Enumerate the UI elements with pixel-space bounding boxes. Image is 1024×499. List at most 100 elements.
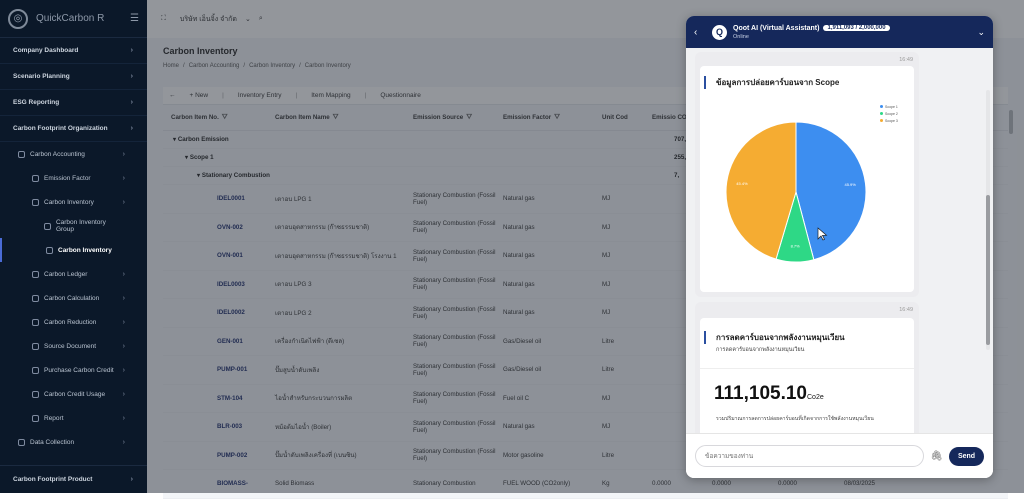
pie-card: ข้อมูลการปล่อยคาร์บอนจาก Scope 45.9% 8.7%… (700, 66, 914, 292)
sidebar-item-label: Carbon Ledger (44, 270, 88, 278)
send-button[interactable]: Send (949, 446, 984, 466)
mouse-cursor-icon (817, 227, 828, 241)
sidebar-item[interactable]: Carbon Reduction › (0, 310, 147, 334)
value-number: 111,105.10 (714, 383, 807, 404)
pie-slice-3[interactable] (725, 121, 797, 260)
chat-message: 16:49 ข้อมูลการปล่อยคาร์บอนจาก Scope 45.… (695, 52, 919, 297)
sidebar-item-label: Purchase Carbon Credit (44, 366, 114, 374)
reduction-title: การลดคาร์บอนจากพลังงานหมุนเวียน (704, 331, 914, 344)
sidebar-item[interactable]: Carbon Inventory Group (0, 214, 147, 238)
legend-label: Scope 1 (885, 105, 898, 109)
pie-data-label: 45.4% (736, 181, 748, 186)
sidebar-item-label: Source Document (44, 342, 97, 350)
sidebar-item[interactable]: Data Collection › (0, 430, 147, 454)
sidebar-item[interactable]: Carbon Credit Usage › (0, 382, 147, 406)
pie-title: ข้อมูลการปล่อยคาร์บอนจาก Scope (704, 75, 839, 89)
chevron-right-icon: › (130, 476, 133, 483)
item-icon (32, 414, 39, 422)
pie-chart: 45.9% 8.7% 45.4% (725, 121, 867, 263)
item-icon (32, 294, 39, 302)
sidebar-item-label: Carbon Footprint Product (13, 476, 93, 483)
pie-slice-1[interactable] (795, 121, 867, 261)
item-icon (18, 150, 25, 158)
pie-data-label: 45.9% (844, 182, 856, 187)
page-scrollbar[interactable] (1009, 110, 1015, 320)
legend-dot (880, 105, 883, 108)
legend-dot (880, 119, 883, 122)
minimize-icon[interactable]: ⌄ (977, 26, 985, 37)
sidebar-item-label: Report (44, 414, 64, 422)
back-icon[interactable]: ‹ (694, 26, 698, 38)
sidebar-item[interactable]: Carbon Ledger › (0, 262, 147, 286)
sidebar-item[interactable]: Carbon Calculation › (0, 286, 147, 310)
chevron-icon: › (122, 294, 125, 302)
sidebar-item[interactable]: Emission Factor › (0, 166, 147, 190)
chat-panel: ‹ Q Qoot AI (Virtual Assistant) 1,911,093… (686, 16, 993, 478)
chat-message: 16:49 การลดคาร์บอนจากพลังงานหมุนเวียน กา… (695, 302, 919, 442)
sidebar-item-label: Carbon Reduction (44, 318, 97, 326)
sidebar-item-label: Carbon Credit Usage (44, 390, 106, 398)
chevron-icon: › (122, 414, 125, 422)
chevron-right-icon: › (130, 73, 133, 80)
sidebar-item-label: Data Collection (30, 438, 75, 446)
chart-legend: Scope 1 Scope 2 Scope 3 (880, 104, 898, 125)
chevron-icon: › (122, 342, 125, 350)
chat-scrollbar[interactable] (986, 90, 990, 350)
chevron-icon: › (122, 174, 125, 182)
reduction-subtitle: การลดคาร์บอนจากพลังงานหมุนเวียน (716, 347, 805, 353)
item-icon (32, 198, 39, 206)
sidebar-item-label: Emission Factor (44, 174, 91, 182)
sidebar-item[interactable]: Carbon Inventory (0, 238, 147, 262)
sidebar-item[interactable]: Source Document › (0, 334, 147, 358)
legend-item[interactable]: Scope 2 (880, 111, 898, 118)
chevron-icon: › (122, 390, 125, 398)
menu-icon[interactable]: ☰ (130, 13, 139, 24)
pie-data-label: 8.7% (791, 244, 801, 249)
item-icon (32, 366, 39, 374)
item-icon (44, 222, 51, 230)
sidebar-item[interactable]: Carbon Accounting › (0, 142, 147, 166)
online-status: Online (733, 33, 749, 40)
sidebar-item[interactable]: Report › (0, 406, 147, 430)
sidebar-section[interactable]: Carbon Footprint Organization › (0, 116, 147, 142)
item-icon (32, 390, 39, 398)
legend-dot (880, 112, 883, 115)
sidebar-item[interactable]: Carbon Inventory › (0, 190, 147, 214)
chevron-icon: › (122, 366, 125, 374)
item-icon (32, 270, 39, 278)
sidebar-item-label: Carbon Inventory Group (55, 219, 106, 233)
sidebar-section-label: ESG Reporting (13, 99, 60, 106)
chevron-icon: › (122, 438, 125, 446)
sidebar-item-label: Carbon Inventory (58, 246, 112, 254)
sidebar-section-label: Company Dashboard (13, 47, 79, 54)
chevron-right-icon: › (130, 47, 133, 54)
sidebar-item-label: Carbon Accounting (30, 150, 85, 158)
sidebar: ◎ QuickCarbon R ☰ Company Dashboard › Scen… (0, 0, 147, 493)
chevron-icon: › (122, 318, 125, 326)
item-icon (32, 342, 39, 350)
item-icon (18, 438, 25, 446)
reduction-value: 111,105.10Co2e (700, 383, 914, 405)
token-quota-badge: 1,911,093 / 2,000,000 (823, 25, 890, 31)
message-time: 16:49 (899, 57, 913, 63)
assistant-avatar: Q (712, 24, 727, 40)
attach-icon[interactable]: 🖇 (930, 450, 943, 462)
item-icon (32, 174, 39, 182)
sidebar-item[interactable]: Purchase Carbon Credit › (0, 358, 147, 382)
sidebar-section-label: Scenario Planning (13, 73, 70, 80)
sidebar-section[interactable]: Scenario Planning › (0, 64, 147, 90)
legend-item[interactable]: Scope 3 (880, 118, 898, 125)
chat-messages: 16:49 ข้อมูลการปล่อยคาร์บอนจาก Scope 45.… (686, 48, 993, 442)
logo-icon: ◎ (8, 8, 28, 29)
chevron-icon: › (122, 270, 125, 278)
sidebar-item-carbon-footprint-product[interactable]: Carbon Footprint Product › (0, 465, 147, 493)
legend-item[interactable]: Scope 1 (880, 104, 898, 111)
chevron-right-icon: › (130, 99, 133, 106)
sidebar-section[interactable]: ESG Reporting › (0, 90, 147, 116)
legend-label: Scope 2 (885, 112, 898, 116)
chevron-right-icon: › (130, 125, 133, 132)
brand: ◎ QuickCarbon R ☰ (0, 0, 147, 38)
message-input[interactable] (695, 445, 925, 467)
sidebar-section[interactable]: Company Dashboard › (0, 38, 147, 64)
chat-footer: 🖇 Send (686, 433, 993, 478)
